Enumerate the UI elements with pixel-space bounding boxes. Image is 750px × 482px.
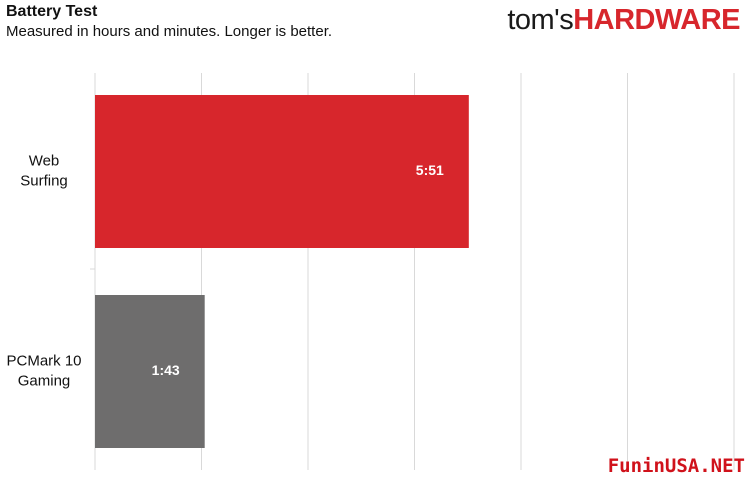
category-label: Web Surfing xyxy=(20,152,68,189)
watermark: FuninUSA.NET xyxy=(607,455,745,477)
chart-title: Battery Test xyxy=(6,3,98,20)
toms-hardware-logo: tom'sHARDWARE xyxy=(507,6,740,35)
logo-text-toms: tom's xyxy=(507,4,574,36)
category-label: PCMark 10 Gaming xyxy=(6,352,81,389)
category-label-line: Web xyxy=(29,152,60,169)
category-label-line: Surfing xyxy=(20,172,68,189)
data-label: 5:51 xyxy=(416,162,444,178)
bar-pcmark-gaming xyxy=(95,295,205,448)
bars xyxy=(95,95,469,448)
logo-text-hardware: HARDWARE xyxy=(573,4,740,36)
category-label-line: PCMark 10 xyxy=(6,352,81,369)
data-label: 1:43 xyxy=(152,362,180,378)
labels: 5:51 Web Surfing 1:43 PCMark 10 Gaming xyxy=(6,152,444,389)
category-label-line: Gaming xyxy=(18,372,71,389)
chart-subtitle: Measured in hours and minutes. Longer is… xyxy=(6,23,333,40)
bar-web-surfing xyxy=(95,95,469,248)
